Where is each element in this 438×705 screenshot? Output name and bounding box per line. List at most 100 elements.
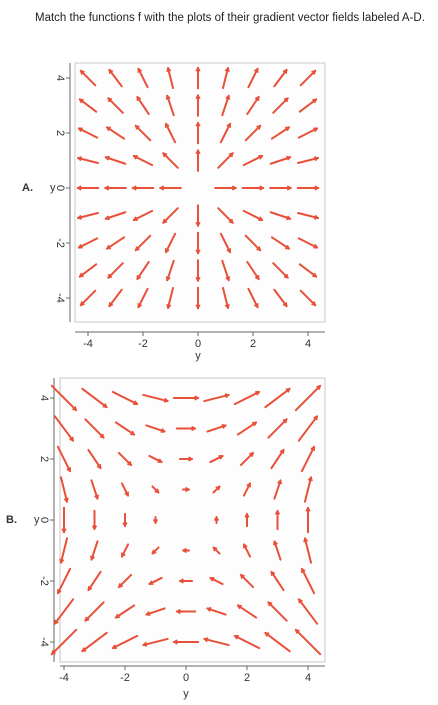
arrow: [107, 97, 124, 114]
arrow: [244, 234, 262, 252]
arrow-head: [121, 552, 126, 558]
arrow: [120, 482, 130, 497]
arrow-head: [286, 155, 291, 161]
arrow-head: [104, 185, 110, 191]
arrow: [105, 126, 126, 140]
arrow-head: [133, 216, 138, 222]
vector-field: [76, 66, 320, 310]
arrow-head: [162, 218, 168, 224]
y-axis-label: y: [34, 514, 40, 526]
arrow-head: [225, 95, 231, 100]
arrow-head: [313, 243, 318, 249]
arrow-head: [213, 516, 220, 521]
arrow-head: [264, 632, 270, 637]
arrow-head: [286, 185, 292, 191]
arrow: [136, 95, 150, 116]
arrow: [267, 601, 288, 622]
arrow: [297, 127, 319, 139]
arrow-head: [79, 301, 85, 307]
arrow-head: [274, 510, 281, 515]
arrow: [108, 68, 123, 88]
plot-label: B.: [6, 514, 17, 526]
arrow-head: [267, 601, 273, 607]
arrow-head: [61, 528, 67, 533]
arrow-head: [312, 272, 317, 278]
arrow: [221, 286, 230, 310]
arrow-head: [77, 214, 83, 220]
arrow-head: [133, 400, 138, 405]
arrow: [246, 95, 260, 116]
arrow: [134, 124, 152, 142]
arrow-head: [160, 428, 166, 433]
arrow: [272, 262, 289, 279]
arrow-head: [59, 558, 65, 564]
y-tick-label: 4: [38, 395, 50, 401]
y-axis-label: y: [50, 182, 56, 194]
arrow-head: [142, 641, 148, 647]
arrow-head: [165, 276, 171, 281]
arrow-head: [134, 246, 140, 252]
arrow: [297, 415, 319, 442]
arrow: [242, 543, 252, 558]
arrow-head: [285, 126, 290, 132]
y-tick-label: 0: [38, 517, 50, 523]
arrow: [107, 262, 124, 279]
arrow-head: [295, 629, 300, 634]
arrow-head: [105, 215, 110, 221]
arrow-head: [224, 303, 230, 309]
arrow: [269, 156, 292, 165]
arrow-head: [301, 568, 306, 573]
arrow-head: [279, 449, 285, 454]
arrow-head: [212, 546, 218, 552]
arrow-head: [108, 69, 114, 74]
arrow: [273, 68, 288, 88]
arrow-head: [195, 276, 201, 282]
arrow: [296, 156, 320, 165]
arrow-head: [154, 488, 160, 494]
arrow: [267, 418, 288, 439]
arrow: [298, 98, 318, 113]
arrow-head: [253, 303, 259, 308]
arrow: [221, 66, 230, 90]
arrow-head: [282, 418, 288, 424]
y-tick-label: 2: [38, 456, 50, 462]
arrow-head: [164, 248, 170, 253]
arrow: [81, 387, 108, 409]
arrow-head: [246, 482, 251, 488]
arrow-head: [313, 156, 319, 162]
arrow-head: [106, 244, 111, 250]
arrow-head: [134, 124, 140, 130]
arrow-head: [254, 96, 260, 101]
arrow: [50, 384, 78, 412]
x-tick-label: 4: [305, 338, 311, 350]
arrow: [59, 476, 69, 503]
arrow-head: [303, 537, 309, 543]
arrow: [166, 66, 175, 90]
arrow-head: [195, 67, 201, 72]
x-tick-label: 2: [244, 672, 250, 684]
arrow-head: [273, 540, 278, 546]
arrow-head: [105, 155, 110, 161]
y-tick-label: -2: [54, 238, 66, 248]
arrow-head: [195, 221, 201, 227]
arrow-head: [228, 152, 234, 158]
arrow-head: [195, 94, 201, 100]
arrow-head: [130, 430, 135, 436]
arrow: [273, 288, 288, 308]
arrow: [166, 259, 175, 282]
arrow-head: [312, 98, 317, 104]
arrow-head: [259, 185, 264, 191]
arrow-head: [310, 446, 315, 451]
arrow: [137, 287, 149, 309]
arrow-head: [194, 395, 199, 401]
arrow: [297, 237, 319, 249]
arrow: [136, 260, 150, 281]
arrow: [142, 637, 169, 647]
arrow-head: [283, 97, 289, 103]
x-tick-label: -4: [59, 672, 69, 684]
arrow: [105, 236, 126, 250]
arrow-head: [137, 68, 143, 73]
vector-field: [50, 384, 322, 656]
x-tick-label: 2: [250, 338, 256, 350]
arrow-head: [102, 403, 108, 408]
